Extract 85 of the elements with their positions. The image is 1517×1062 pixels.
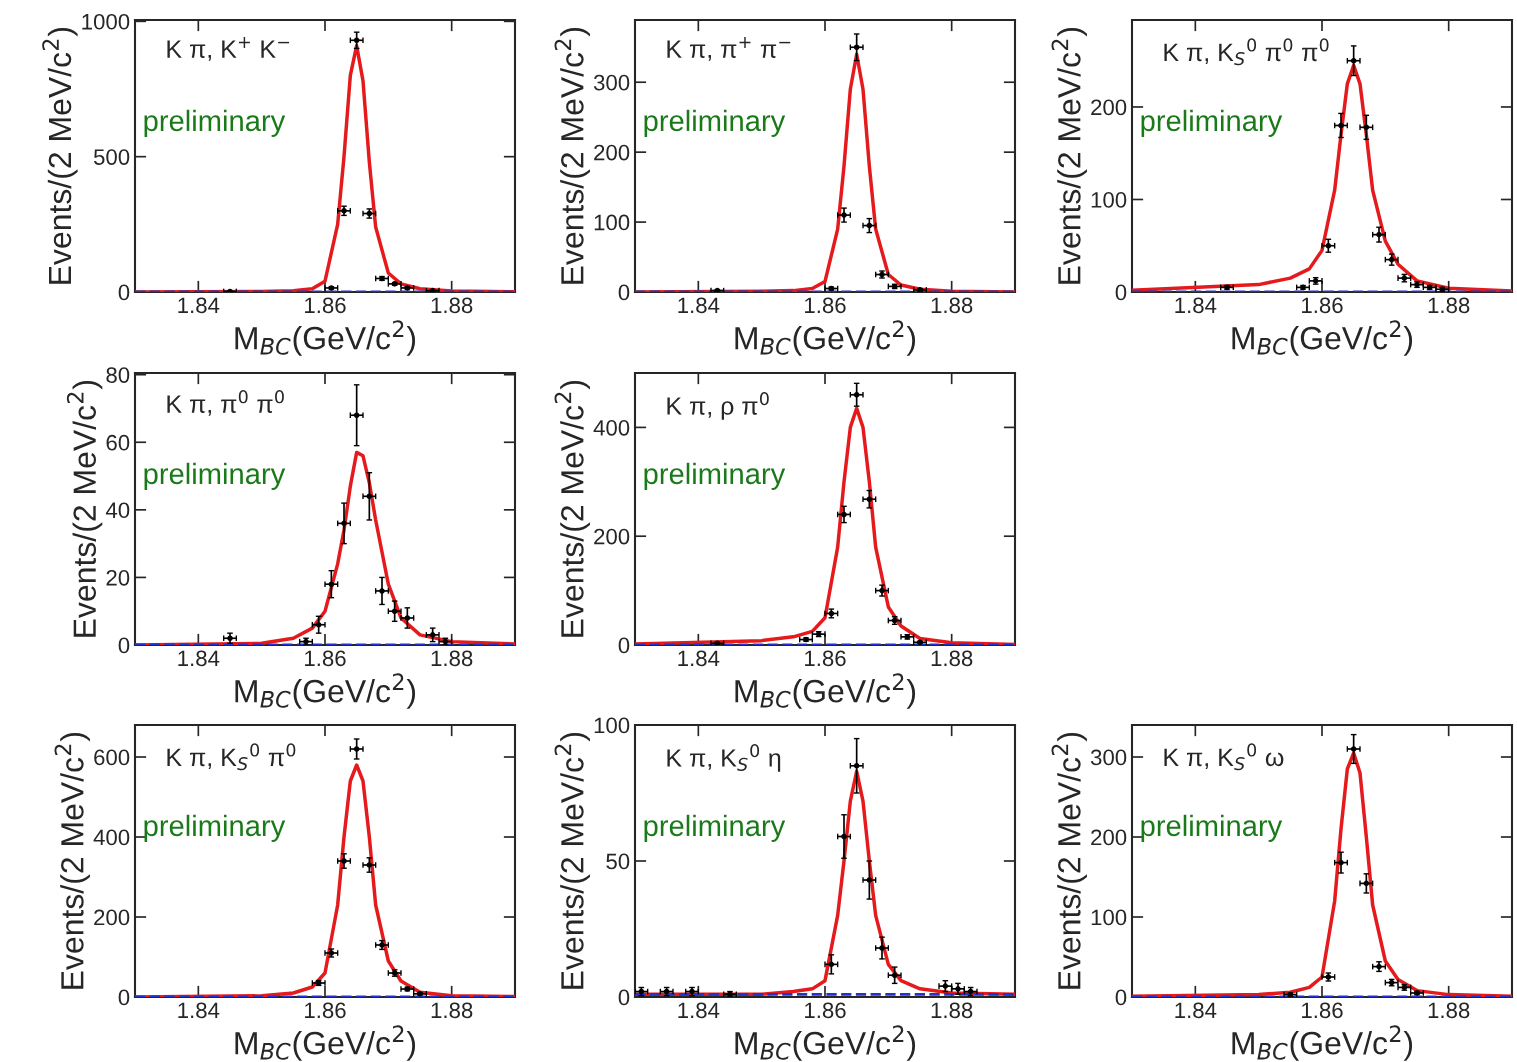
y-tick-label: 200 xyxy=(1091,99,1127,116)
y-tick-label: 100 xyxy=(594,214,630,231)
y-axis-title: Events/(2 MeV/c$^{2}$) xyxy=(1051,732,1087,989)
x-tick-label: 1.88 xyxy=(1428,1002,1470,1019)
x-axis-title: M$_{BC}$(GeV/c$^{2}$) xyxy=(735,320,916,356)
text: K π, π$^{+}$ π$^{−}$ xyxy=(667,37,791,61)
y-tick-label: 500 xyxy=(93,149,130,165)
y-tick-label: 0 xyxy=(118,989,130,1006)
annotation: preliminary xyxy=(144,462,286,490)
text: K π, K$_{S}$$^{0}$ π$^{0}$ π$^{0}$ xyxy=(1164,38,1329,66)
x-axis-title: M$_{BC}$(GeV/c$^{2}$) xyxy=(235,320,416,356)
x-tick-label: 1.86 xyxy=(805,1002,846,1019)
y-tick-label: 100 xyxy=(594,717,630,734)
text: K π, ρ π$^{0}$ xyxy=(667,392,769,420)
y-tick-label: 0 xyxy=(1115,284,1127,301)
annotation: preliminary xyxy=(644,814,786,842)
y-tick-label: 50 xyxy=(606,853,630,870)
y-axis-title: Events/(2 MeV/c$^{2}$) xyxy=(42,27,78,284)
y-tick-label: 200 xyxy=(94,909,130,926)
y-tick-label: 0 xyxy=(118,637,130,654)
annotation: preliminary xyxy=(144,814,286,842)
x-tick-label: 1.84 xyxy=(1175,297,1217,314)
y-tick-label: 1000 xyxy=(82,13,130,30)
x-tick-label: 1.88 xyxy=(431,1002,473,1019)
y-tick-label: 0 xyxy=(618,284,630,301)
y-tick-label: 40 xyxy=(105,502,130,519)
text: K π, π$^{0}$ π$^{0}$ xyxy=(167,390,284,416)
y-axis-title: Events/(2 MeV/c$^{2}$) xyxy=(554,27,590,284)
y-tick-label: 0 xyxy=(118,284,130,301)
text: K π, K$_{S}$$^{0}$ ω xyxy=(1164,743,1284,771)
x-axis-title: M$_{BC}$(GeV/c$^{2}$) xyxy=(235,673,416,709)
text: K π, K$_{S}$$^{0}$ π$^{0}$ xyxy=(167,743,296,771)
x-tick-label: 1.88 xyxy=(931,297,973,314)
y-tick-label: 400 xyxy=(93,829,130,846)
x-tick-label: 1.86 xyxy=(1302,297,1343,314)
x-tick-label: 1.86 xyxy=(305,297,346,314)
x-tick-label: 1.84 xyxy=(678,650,720,667)
y-tick-label: 200 xyxy=(594,528,630,545)
annotation: preliminary xyxy=(644,109,786,137)
x-tick-label: 1.84 xyxy=(178,1002,220,1019)
y-tick-label: 400 xyxy=(593,419,630,436)
x-tick-label: 1.84 xyxy=(178,650,220,667)
x-tick-label: 1.88 xyxy=(931,650,973,667)
y-tick-label: 60 xyxy=(106,434,130,451)
y-tick-label: 200 xyxy=(594,144,630,161)
x-tick-label: 1.88 xyxy=(931,1002,973,1019)
text: K π, K$^{+}$ K$^{−}$ xyxy=(167,37,290,61)
x-tick-label: 1.84 xyxy=(1175,1002,1217,1019)
x-axis-title: M$_{BC}$(GeV/c$^{2}$) xyxy=(235,1025,416,1061)
y-axis-title: Events/(2 MeV/c$^{2}$) xyxy=(1051,27,1087,284)
x-axis-title: M$_{BC}$(GeV/c$^{2}$) xyxy=(735,673,916,709)
x-tick-label: 1.86 xyxy=(305,650,346,667)
y-tick-label: 80 xyxy=(106,367,130,383)
y-tick-label: 100 xyxy=(1091,909,1127,926)
x-axis-title: M$_{BC}$(GeV/c$^{2}$) xyxy=(1232,320,1413,356)
annotation: preliminary xyxy=(644,462,786,490)
x-tick-label: 1.84 xyxy=(678,1002,720,1019)
y-tick-label: 200 xyxy=(1091,829,1127,846)
x-tick-label: 1.86 xyxy=(1302,1002,1343,1019)
x-axis-title: M$_{BC}$(GeV/c$^{2}$) xyxy=(1232,1025,1413,1061)
y-tick-label: 0 xyxy=(1115,989,1127,1006)
annotation: preliminary xyxy=(1141,814,1283,842)
x-tick-label: 1.88 xyxy=(431,297,473,314)
text: K π, K$_{S}$$^{0}$ η xyxy=(667,744,781,772)
y-tick-label: 100 xyxy=(1091,192,1127,208)
x-tick-label: 1.86 xyxy=(805,297,846,314)
annotation: preliminary xyxy=(144,109,286,137)
annotation: preliminary xyxy=(1141,109,1283,137)
x-tick-label: 1.86 xyxy=(305,1002,346,1019)
y-tick-label: 300 xyxy=(593,74,630,91)
y-axis-title: Events/(2 MeV/c$^{2}$) xyxy=(554,732,590,989)
x-tick-label: 1.84 xyxy=(178,297,220,314)
x-axis-title: M$_{BC}$(GeV/c$^{2}$) xyxy=(735,1025,916,1061)
y-tick-label: 600 xyxy=(94,749,130,766)
x-tick-label: 1.86 xyxy=(805,650,846,667)
x-tick-label: 1.84 xyxy=(678,297,720,314)
y-axis-title: Events/(2 MeV/c$^{2}$) xyxy=(54,732,90,989)
y-axis-title: Events/(2 MeV/c$^{2}$) xyxy=(554,380,590,637)
x-tick-label: 1.88 xyxy=(431,650,473,667)
y-tick-label: 0 xyxy=(618,637,630,654)
y-axis-title: Events/(2 MeV/c$^{2}$) xyxy=(66,380,103,637)
y-tick-label: 0 xyxy=(618,989,630,1006)
x-tick-label: 1.88 xyxy=(1428,297,1470,314)
y-tick-label: 20 xyxy=(106,569,130,586)
y-tick-label: 300 xyxy=(1090,749,1127,766)
